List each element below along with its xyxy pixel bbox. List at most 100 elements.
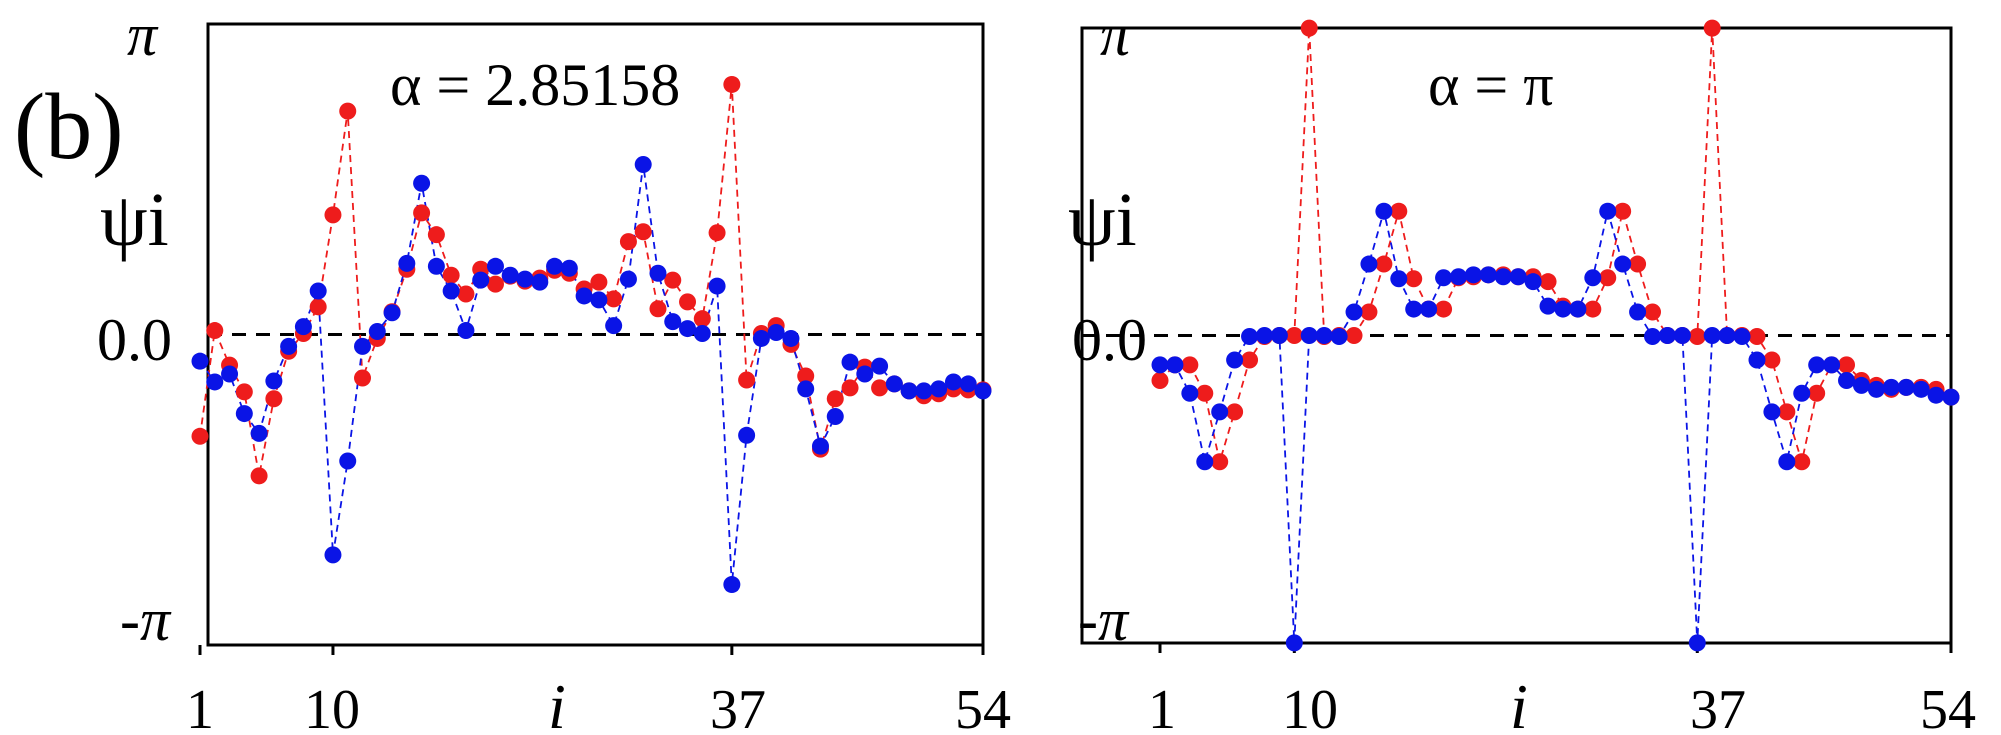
data-point-blue [1644, 327, 1662, 345]
x-tick-label: 37 [710, 679, 766, 735]
data-point-red [1539, 273, 1557, 291]
y-tick-label-zero: 0.0 [97, 307, 172, 373]
data-point-red [679, 293, 697, 311]
data-point-blue [841, 353, 859, 371]
data-point-blue [1211, 403, 1229, 421]
data-point-red [235, 383, 253, 401]
data-point-blue [797, 380, 815, 398]
data-point-blue [1390, 270, 1408, 288]
data-point-blue [679, 320, 697, 338]
data-point-blue [324, 546, 342, 564]
data-point-blue [1464, 266, 1482, 284]
x-tick-label: 10 [304, 679, 360, 735]
data-point-red [324, 206, 342, 224]
data-point-blue [1255, 327, 1273, 344]
data-point-blue [1703, 327, 1721, 344]
data-point-blue [811, 437, 829, 455]
data-point-blue [1151, 356, 1169, 374]
data-point-blue [1226, 351, 1244, 369]
data-point-blue [1897, 378, 1915, 396]
data-point-red [457, 285, 475, 303]
data-point-blue [1882, 378, 1900, 396]
data-point-blue [1673, 327, 1691, 344]
data-point-red [1629, 255, 1647, 273]
data-point-blue [974, 382, 992, 400]
data-point-red [1808, 384, 1826, 402]
data-point-red [486, 275, 504, 293]
data-point-blue [856, 365, 874, 383]
left-panel: 1 10 37 54 π -π 0.0 ψi i α = 2.85158 [97, 2, 1011, 735]
data-point-red [1345, 327, 1363, 344]
data-point-red [1763, 351, 1781, 369]
data-point-blue [1300, 327, 1318, 344]
data-point-blue [427, 257, 445, 275]
data-point-blue [634, 156, 652, 174]
data-point-blue [1375, 202, 1393, 220]
data-point-blue [1912, 380, 1930, 398]
data-point-blue [265, 372, 283, 390]
data-point-red [1405, 270, 1423, 288]
data-point-blue [546, 257, 564, 275]
data-point-blue [1808, 356, 1826, 374]
x-tick-label: 54 [1920, 679, 1976, 735]
data-point-blue [206, 373, 224, 391]
data-point-blue [368, 323, 386, 341]
data-point-blue [1629, 303, 1647, 321]
data-point-red [250, 467, 268, 485]
data-point-blue [1823, 356, 1841, 374]
y-tick-label-top: π [127, 2, 159, 68]
series-line-red [1159, 28, 1952, 463]
data-point-blue [767, 324, 785, 342]
data-point-red [590, 273, 608, 291]
x-tick-label: 10 [1282, 679, 1338, 735]
data-point-blue [1420, 300, 1438, 318]
data-point-red [693, 310, 711, 328]
data-point-blue [1584, 269, 1602, 287]
data-point-red [1226, 403, 1244, 421]
data-point-blue [1509, 268, 1527, 286]
data-point-red [1211, 453, 1229, 471]
data-point-red [354, 369, 372, 387]
data-point-blue [1330, 327, 1348, 345]
data-point-blue [708, 277, 726, 295]
data-point-red [649, 300, 667, 318]
data-point-blue [1181, 384, 1199, 402]
data-point-red [664, 271, 682, 289]
data-point-blue [339, 452, 357, 470]
data-point-blue [1748, 351, 1766, 369]
data-point-red [1181, 356, 1199, 374]
data-point-blue [398, 254, 416, 272]
data-point-blue [1852, 376, 1870, 394]
data-point-blue [1658, 327, 1676, 344]
data-point-blue [959, 375, 977, 393]
data-point-blue [191, 352, 209, 370]
data-point-blue [280, 337, 298, 355]
y-tick-label-zero: 0.0 [1072, 307, 1147, 373]
data-point-blue [649, 264, 667, 282]
x-axis-title: i [1510, 671, 1528, 735]
data-point-red [1151, 372, 1169, 390]
data-point-blue [516, 270, 534, 288]
data-point-red [442, 266, 460, 284]
data-point-blue [486, 257, 504, 275]
data-point-red [1390, 202, 1408, 220]
data-point-blue [575, 287, 593, 305]
data-point-blue [1614, 255, 1632, 273]
data-point-red [708, 224, 726, 242]
data-point-red [1300, 19, 1318, 37]
data-point-blue [885, 375, 903, 393]
data-point-blue [900, 382, 918, 400]
data-point-red [1196, 384, 1214, 402]
data-point-blue [235, 405, 253, 423]
data-point-red [1285, 327, 1303, 344]
data-point-blue [1539, 297, 1557, 315]
right-panel: 1 10 37 54 π -π 0.0 ψi i α = π [1068, 2, 1976, 735]
data-point-red [605, 290, 623, 308]
data-point-red [1793, 453, 1811, 471]
data-point-red [1584, 300, 1602, 318]
data-point-blue [1196, 453, 1214, 471]
data-point-blue [693, 325, 711, 343]
data-point-red [619, 233, 637, 251]
data-point-blue [1241, 327, 1259, 345]
data-point-red [1838, 356, 1856, 374]
